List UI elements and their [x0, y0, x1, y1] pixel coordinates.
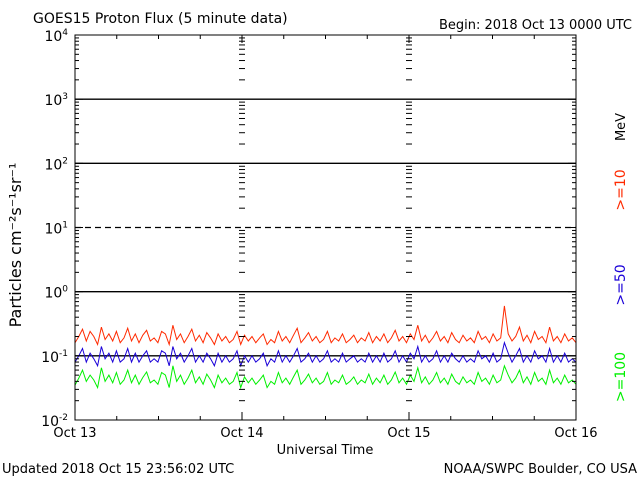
- unit-label: MeV: [614, 113, 629, 141]
- series-line: [74, 305, 577, 347]
- series-line: [74, 340, 577, 368]
- x-tick-label: Oct 13: [53, 426, 96, 441]
- source-label: NOAA/SWPC Boulder, CO USA: [444, 462, 637, 477]
- x-axis-ticks: Oct 13 Oct 14 Oct 15 Oct 16: [53, 35, 598, 441]
- plot-frame: [74, 34, 577, 421]
- legend-item: >=50: [613, 264, 629, 305]
- x-axis-label: Universal Time: [277, 443, 374, 458]
- legend-item: >=100: [613, 352, 629, 402]
- y-tick-label: 10-1: [41, 349, 68, 366]
- updated-label: Updated 2018 Oct 15 23:56:02 UTC: [2, 462, 234, 477]
- y-tick-label: 101: [44, 221, 68, 238]
- y-tick-label: 104: [44, 28, 68, 45]
- chart-title: GOES15 Proton Flux (5 minute data): [33, 11, 288, 27]
- series-line: [74, 364, 577, 390]
- x-tick-label: Oct 14: [220, 426, 263, 441]
- legend-item: >=10: [613, 169, 629, 210]
- y-tick-label: 103: [44, 92, 68, 109]
- y-axis-label: Particles cm⁻²s⁻¹sr⁻¹: [6, 163, 25, 328]
- legend: >=10 >=50 >=100: [613, 169, 629, 402]
- series-lines: [74, 305, 577, 390]
- x-tick-label: Oct 15: [387, 426, 430, 441]
- x-tick-label: Oct 16: [554, 426, 597, 441]
- begin-label: Begin: 2018 Oct 13 0000 UTC: [439, 18, 632, 33]
- day-divider-ticks: [239, 37, 412, 402]
- y-tick-label: 102: [44, 156, 68, 173]
- y-tick-label: 100: [44, 285, 68, 302]
- threshold-lines: [75, 98, 576, 357]
